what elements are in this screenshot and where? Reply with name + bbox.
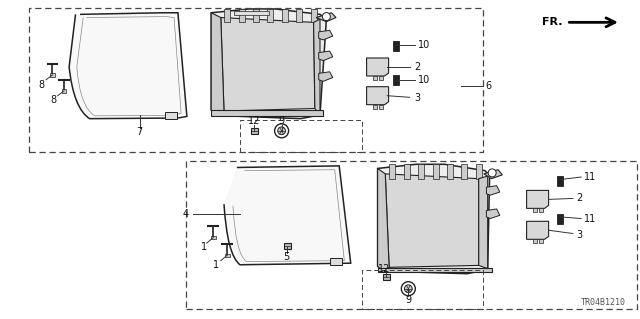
Text: 5: 5 (284, 252, 290, 262)
Bar (251, 128, 258, 134)
Circle shape (488, 169, 496, 177)
Text: 9: 9 (405, 295, 412, 305)
Bar (253, 9, 259, 22)
Polygon shape (527, 190, 548, 208)
Text: 10: 10 (418, 75, 430, 85)
Text: 8: 8 (38, 79, 45, 90)
Text: 4: 4 (182, 209, 189, 219)
Bar (532, 208, 536, 212)
Bar (418, 164, 424, 179)
Bar (61, 89, 67, 93)
Bar (389, 164, 396, 179)
Bar (379, 76, 383, 80)
Bar (557, 213, 563, 224)
Bar (239, 9, 244, 22)
PathPatch shape (224, 166, 351, 265)
Bar (225, 254, 230, 257)
Polygon shape (385, 174, 479, 267)
Bar (433, 164, 438, 179)
Polygon shape (486, 209, 500, 219)
Polygon shape (367, 58, 388, 76)
Bar (557, 176, 563, 186)
Bar (532, 239, 536, 243)
Bar (211, 110, 323, 116)
Bar (392, 41, 399, 51)
Bar (392, 75, 399, 85)
Bar (372, 105, 376, 109)
Polygon shape (211, 9, 326, 119)
Polygon shape (367, 87, 388, 105)
Polygon shape (314, 19, 320, 115)
Bar (268, 9, 273, 22)
Bar (539, 208, 543, 212)
Bar (310, 9, 317, 22)
PathPatch shape (69, 13, 187, 119)
Text: 3: 3 (415, 93, 421, 103)
Bar (284, 243, 291, 249)
Text: 1: 1 (200, 242, 207, 252)
Polygon shape (486, 186, 500, 195)
Bar (379, 105, 383, 109)
Bar (372, 76, 376, 80)
Text: 2: 2 (415, 62, 421, 72)
Polygon shape (319, 30, 333, 40)
Text: 10: 10 (418, 40, 430, 50)
Polygon shape (316, 13, 336, 22)
Bar (211, 236, 216, 239)
Bar (165, 112, 177, 119)
Bar (404, 164, 410, 179)
Bar (234, 11, 269, 15)
Text: 11: 11 (584, 213, 596, 224)
Polygon shape (378, 168, 389, 271)
Bar (539, 239, 543, 243)
Bar (378, 268, 492, 272)
Text: FR.: FR. (542, 17, 563, 27)
Polygon shape (319, 51, 333, 61)
Text: 9: 9 (278, 116, 285, 126)
Polygon shape (484, 170, 502, 179)
Bar (447, 164, 453, 179)
Bar (224, 9, 230, 22)
Bar (296, 9, 302, 22)
Text: 11: 11 (584, 172, 596, 182)
Circle shape (323, 12, 330, 21)
Text: 3: 3 (576, 230, 582, 241)
Bar (50, 73, 55, 77)
Text: 2: 2 (576, 193, 582, 204)
Circle shape (275, 124, 289, 138)
Polygon shape (221, 18, 315, 111)
Circle shape (278, 127, 285, 135)
Polygon shape (527, 221, 548, 239)
Polygon shape (211, 13, 224, 115)
Text: 6: 6 (485, 81, 492, 91)
Circle shape (401, 282, 415, 296)
Polygon shape (479, 176, 488, 269)
Bar (461, 164, 467, 179)
Bar (282, 9, 288, 22)
Bar (476, 164, 482, 179)
Text: 8: 8 (50, 95, 56, 106)
Text: 12: 12 (378, 263, 390, 274)
Bar (330, 258, 342, 265)
Circle shape (404, 285, 412, 293)
Bar (383, 274, 390, 279)
Polygon shape (378, 164, 490, 274)
Text: TR04B1210: TR04B1210 (581, 298, 626, 307)
Text: 7: 7 (136, 127, 143, 137)
Text: 1: 1 (213, 260, 220, 270)
Polygon shape (319, 72, 333, 81)
Text: 12: 12 (248, 116, 260, 126)
